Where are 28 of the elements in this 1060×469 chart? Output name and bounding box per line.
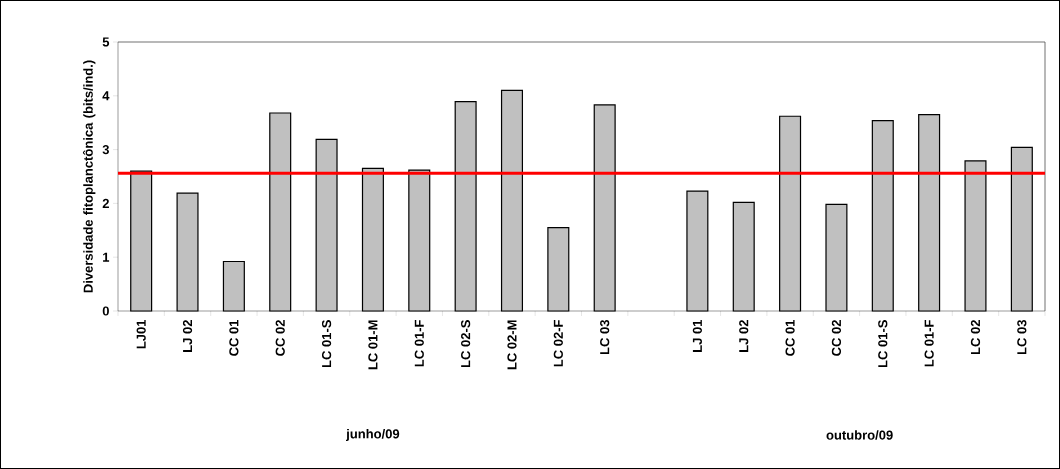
x-tick-label: LC 02: [970, 320, 981, 355]
x-tick-label: LJ01: [136, 319, 146, 349]
y-tick-label: 0: [102, 306, 109, 316]
x-tick-label: LJ 02: [182, 320, 193, 352]
y-tick-label: 3: [102, 144, 109, 155]
x-tick-label: LC 01-S: [321, 320, 332, 368]
x-tick-label: LC 01-S: [878, 320, 888, 368]
x-tick-label: LJ 02: [739, 320, 749, 352]
x-tick-label: CC 02: [275, 320, 285, 356]
x-tick-label: CC 01: [229, 319, 239, 356]
text: outubro/09: [826, 430, 893, 440]
x-tick-label: LC 01-M: [368, 320, 378, 370]
y-tick-label: 2: [102, 198, 109, 208]
x-tick-label: LC 03: [600, 320, 610, 355]
x-tick-label: LC 02-S: [461, 320, 471, 368]
x-tick-label: CC 01: [785, 319, 795, 356]
x-tick-label: CC 02: [831, 320, 842, 356]
x-tick-label: LC 03: [1017, 320, 1027, 355]
x-tick-label: LC 01-F: [924, 320, 934, 367]
y-axis-title: Diversidade fitoplanctônica (bits/ind.): [82, 60, 96, 293]
x-tick-label: LC 02-M: [507, 320, 517, 370]
x-tick-label: LC 02-F: [553, 320, 563, 367]
x-tick-label: LJ 01: [692, 319, 702, 352]
y-tick-label: 4: [102, 91, 110, 101]
y-tick-label: 1: [103, 252, 110, 262]
x-tick-label: LC 01-F: [414, 320, 424, 367]
text: junho/09: [346, 428, 400, 442]
y-tick-label: 5: [102, 37, 110, 47]
